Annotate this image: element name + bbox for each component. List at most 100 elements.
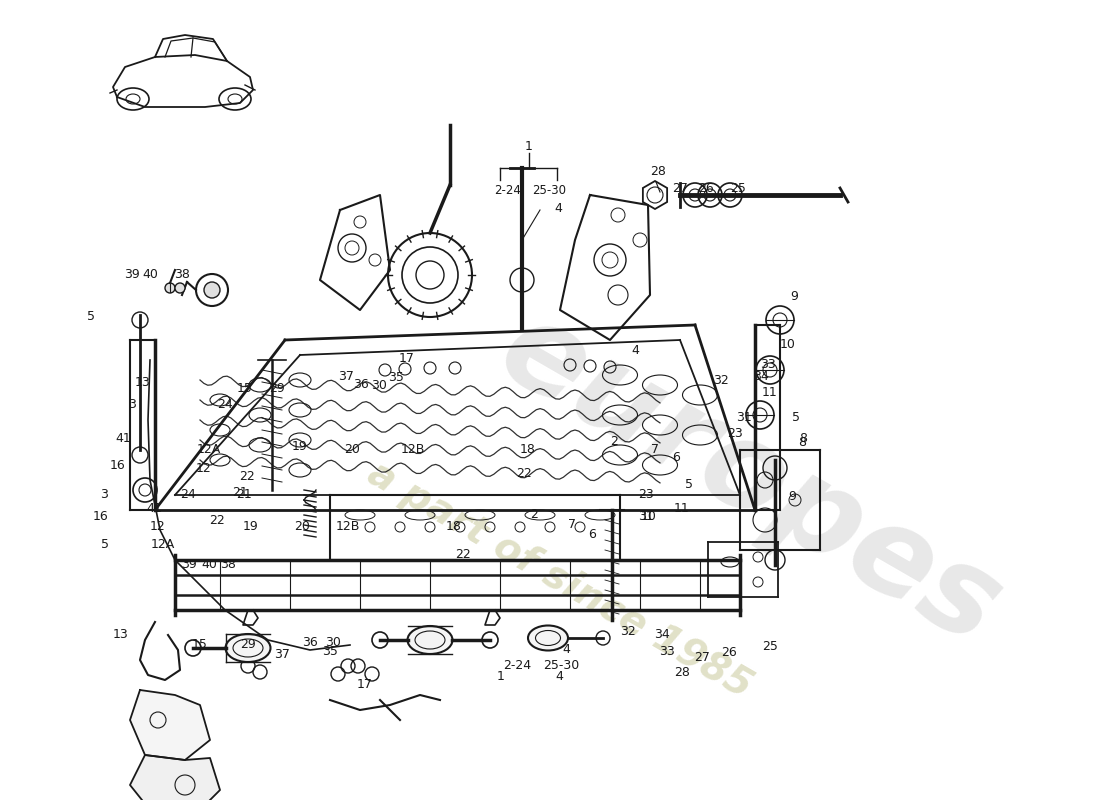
Text: 22: 22 — [209, 514, 226, 527]
Text: 28: 28 — [650, 165, 666, 178]
Text: 26: 26 — [722, 646, 737, 658]
Circle shape — [204, 282, 220, 298]
Text: 21: 21 — [236, 488, 252, 501]
Text: 33: 33 — [760, 358, 775, 370]
Text: 12B: 12B — [400, 443, 425, 456]
Text: 40: 40 — [142, 268, 158, 281]
Text: 9: 9 — [790, 290, 798, 303]
Text: 41: 41 — [116, 432, 131, 445]
Text: 38: 38 — [220, 558, 235, 570]
Text: 9: 9 — [788, 490, 796, 502]
Text: 15: 15 — [192, 638, 208, 651]
Text: 35: 35 — [388, 371, 404, 384]
Text: 12: 12 — [150, 520, 165, 533]
Text: 39: 39 — [124, 268, 140, 281]
Text: 1: 1 — [525, 139, 532, 153]
Polygon shape — [130, 690, 210, 760]
Text: 39: 39 — [182, 558, 197, 570]
Text: 24: 24 — [218, 398, 233, 410]
Text: 2: 2 — [609, 435, 618, 448]
Text: 8: 8 — [798, 436, 806, 449]
Text: 5: 5 — [100, 538, 109, 550]
Text: 17: 17 — [399, 352, 415, 365]
Text: 4: 4 — [554, 202, 562, 214]
Ellipse shape — [407, 626, 452, 654]
Text: 22: 22 — [455, 548, 471, 561]
Text: 2-24: 2-24 — [495, 183, 521, 197]
Text: 41: 41 — [146, 502, 162, 515]
Text: 28: 28 — [674, 666, 690, 678]
Text: 36: 36 — [302, 636, 318, 649]
Text: 12A: 12A — [151, 538, 175, 551]
Text: 10: 10 — [780, 338, 796, 351]
Text: 32: 32 — [620, 625, 636, 638]
Text: 5: 5 — [792, 411, 801, 424]
Text: 18: 18 — [447, 520, 462, 533]
Text: 10: 10 — [641, 510, 657, 522]
Text: 27: 27 — [672, 182, 688, 195]
Text: 2-24: 2-24 — [503, 659, 531, 672]
Text: 27: 27 — [694, 651, 710, 664]
Text: 16: 16 — [110, 459, 125, 472]
Text: 12A: 12A — [197, 443, 221, 456]
Text: 25: 25 — [730, 182, 746, 195]
Text: 24: 24 — [180, 488, 196, 501]
Text: 6: 6 — [588, 528, 596, 541]
Text: 6: 6 — [672, 451, 681, 464]
Text: 1: 1 — [496, 670, 505, 682]
Text: 13: 13 — [135, 376, 151, 389]
Text: 22: 22 — [240, 470, 255, 482]
Text: 4: 4 — [631, 344, 640, 357]
Text: 3: 3 — [128, 398, 136, 410]
Text: 25-30: 25-30 — [543, 659, 579, 672]
Text: 36: 36 — [353, 378, 369, 390]
Circle shape — [165, 283, 175, 293]
Text: 29: 29 — [270, 382, 285, 394]
Text: 21: 21 — [232, 486, 248, 499]
Text: 13: 13 — [112, 628, 128, 641]
Text: 31: 31 — [736, 411, 751, 424]
Text: europes: europes — [480, 290, 1021, 670]
Text: 31: 31 — [638, 510, 653, 523]
Text: 32: 32 — [713, 374, 728, 386]
Text: 11: 11 — [674, 502, 690, 514]
Text: 19: 19 — [242, 520, 258, 533]
Text: 4: 4 — [562, 643, 571, 656]
Text: 7: 7 — [650, 443, 659, 456]
Text: 15: 15 — [236, 382, 252, 394]
Ellipse shape — [226, 634, 271, 662]
Text: a part of since 1985: a part of since 1985 — [361, 454, 759, 706]
Circle shape — [175, 283, 185, 293]
Text: 5: 5 — [685, 478, 693, 491]
Text: 29: 29 — [240, 638, 255, 651]
Text: 34: 34 — [654, 628, 670, 641]
Text: 12B: 12B — [336, 520, 360, 533]
Text: 16: 16 — [92, 510, 108, 523]
Text: 2: 2 — [530, 508, 538, 521]
Text: 3: 3 — [100, 488, 108, 501]
Text: 26: 26 — [698, 182, 714, 195]
Text: 30: 30 — [372, 379, 387, 392]
Text: 20: 20 — [294, 520, 310, 533]
Text: 34: 34 — [754, 370, 769, 382]
Text: 20: 20 — [344, 443, 360, 456]
Text: 12: 12 — [196, 462, 211, 474]
Text: 37: 37 — [339, 370, 354, 382]
Text: 11: 11 — [762, 386, 778, 399]
Text: 18: 18 — [520, 443, 536, 456]
Text: 19: 19 — [292, 440, 307, 453]
Text: 35: 35 — [322, 645, 338, 658]
Text: 22: 22 — [516, 467, 531, 480]
Text: 23: 23 — [727, 427, 742, 440]
Text: 7: 7 — [568, 518, 576, 531]
Text: 4: 4 — [556, 670, 563, 683]
Text: 25: 25 — [762, 640, 778, 653]
Text: 40: 40 — [201, 558, 217, 570]
Text: 25-30: 25-30 — [532, 183, 566, 197]
Text: 33: 33 — [659, 645, 675, 658]
Text: 8: 8 — [799, 432, 807, 445]
Polygon shape — [130, 755, 220, 800]
Text: 23: 23 — [638, 488, 653, 501]
Text: 5: 5 — [87, 310, 95, 323]
Text: 17: 17 — [358, 678, 373, 691]
